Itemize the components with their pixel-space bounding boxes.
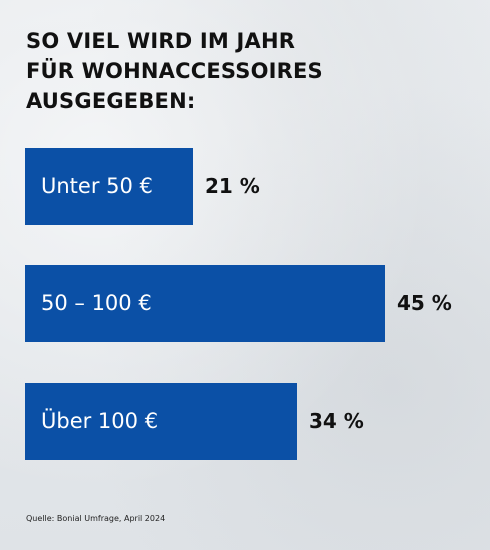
chart-title: SO VIEL WIRD IM JAHR FÜR WOHNACCESSOIRES…: [26, 26, 466, 116]
bar-category-label: 50 – 100 €: [41, 291, 152, 315]
bar-value-label: 45 %: [397, 291, 452, 315]
bar-value-label: 34 %: [309, 409, 364, 433]
chart-title-line: SO VIEL WIRD IM JAHR: [26, 29, 296, 53]
source-note: Quelle: Bonial Umfrage, April 2024: [26, 514, 166, 523]
bar-unter-50: Unter 50 €: [25, 148, 193, 225]
chart-title-line: FÜR WOHNACCESSOIRES: [26, 59, 323, 83]
bar-value-label: 21 %: [205, 174, 260, 198]
bar-category-label: Unter 50 €: [41, 174, 153, 198]
bar-category-label: Über 100 €: [41, 409, 159, 433]
bar-50-100: 50 – 100 €: [25, 265, 385, 342]
chart-title-line: AUSGEGEBEN:: [26, 89, 196, 113]
bar-ueber-100: Über 100 €: [25, 383, 297, 460]
